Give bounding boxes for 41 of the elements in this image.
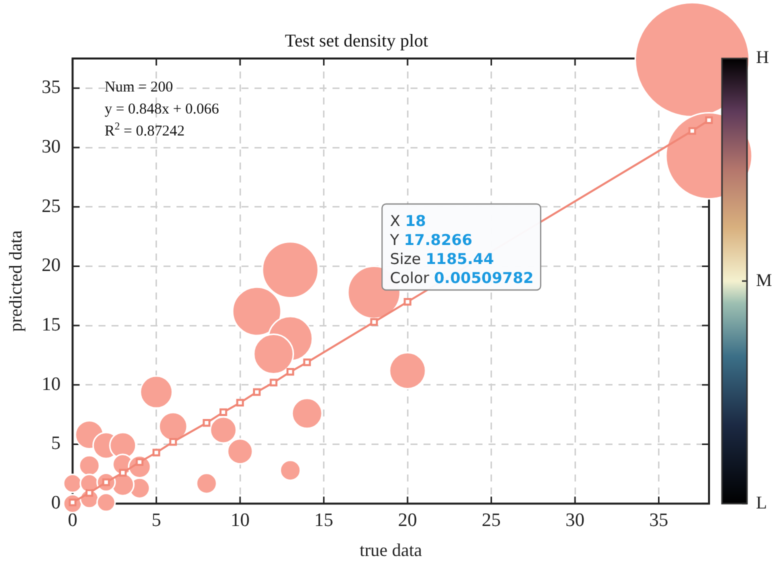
y-tick-label: 10 <box>42 374 61 395</box>
y-tick-label: 35 <box>42 77 61 98</box>
color-bar-label: L <box>756 492 767 512</box>
point <box>705 116 713 124</box>
point <box>86 489 94 497</box>
x-tick-label: 30 <box>566 510 585 531</box>
y-tick-label: 20 <box>42 255 61 276</box>
annotation: y = 0.848x + 0.066 <box>104 102 220 118</box>
y-axis-title: predicted data <box>6 230 26 332</box>
point <box>169 438 177 446</box>
y-tick-label: 15 <box>42 314 61 336</box>
point <box>152 448 160 456</box>
chart-title: Test set density plot <box>284 30 428 50</box>
point <box>136 458 144 466</box>
y-tick-label: 25 <box>42 196 61 217</box>
y-tick-label: 0 <box>51 492 61 514</box>
point <box>220 408 228 416</box>
x-tick-label: 35 <box>649 510 668 531</box>
x-tick-label: 0 <box>68 510 78 531</box>
annotation: X 18 Y 17.8266 Size 1185.44 Color 0.00509782 <box>389 212 534 288</box>
point <box>236 398 244 407</box>
x-tick-label: 20 <box>398 510 418 531</box>
point <box>270 378 278 386</box>
x-tick-label: 25 <box>482 510 501 531</box>
point <box>252 388 261 396</box>
point <box>688 127 696 135</box>
color-bar-label: M <box>756 270 772 290</box>
point <box>370 318 378 326</box>
x-tick-label: 15 <box>314 510 334 531</box>
y-tick-label: 5 <box>51 433 61 454</box>
x-tick-label: 5 <box>152 510 162 531</box>
annotation: Num = 200 <box>104 80 174 96</box>
x-tick-label: 10 <box>230 510 250 531</box>
point <box>202 419 210 427</box>
point <box>303 358 311 366</box>
point <box>404 298 412 306</box>
x-axis-title: true data <box>360 540 422 560</box>
color-bar-label: H <box>756 47 769 68</box>
point <box>286 368 294 376</box>
y-tick-label: 30 <box>42 136 61 158</box>
point <box>119 468 127 477</box>
